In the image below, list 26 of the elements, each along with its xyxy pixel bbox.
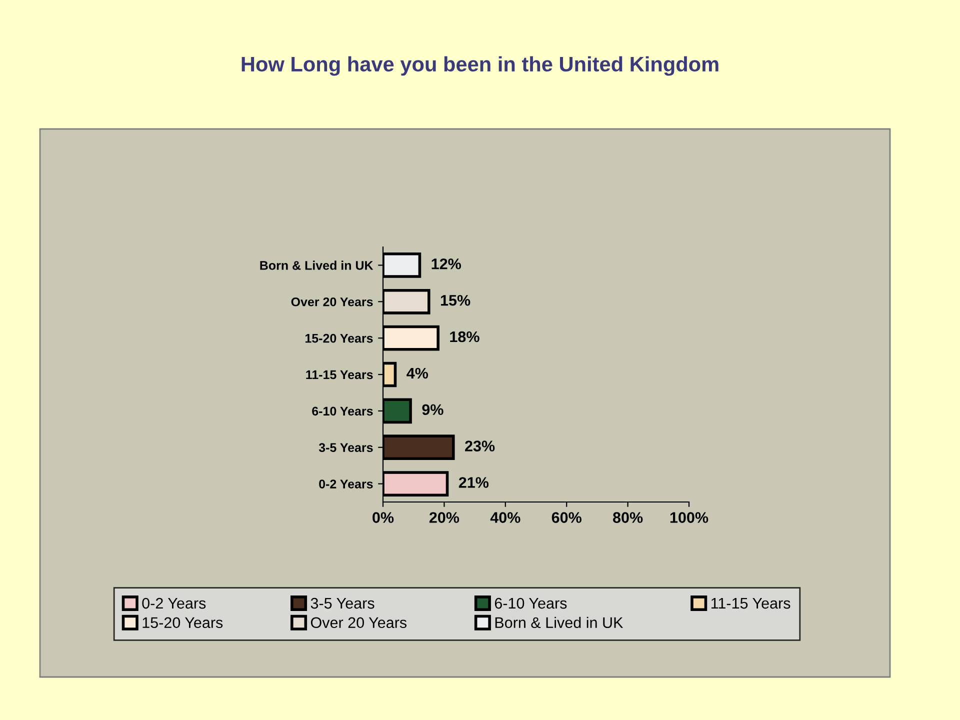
data-label: 4% (406, 368, 428, 379)
y-tick-label: Over 20 Years (291, 297, 373, 306)
data-label: 12% (432, 258, 462, 270)
y-tick-label: 0-2 Years (319, 480, 373, 488)
y-tick-label: 6-10 Years (312, 406, 373, 416)
x-tick-label: 60% (552, 512, 582, 523)
legend-label: 6-10 Years (494, 598, 567, 609)
data-label: 23% (465, 440, 495, 452)
legend-label: 11-15 Years (711, 598, 790, 609)
y-tick-label: 3-5 Years (318, 443, 373, 452)
legend-label: 15-20 Years (142, 617, 223, 628)
x-tick-label: 20% (429, 512, 460, 523)
data-label: 15% (440, 294, 470, 306)
y-tick-label: 15-20 Years (305, 334, 373, 343)
x-tick-label: 40% (490, 512, 520, 523)
y-tick-label: 11-15 Years (306, 370, 373, 380)
data-label: 21% (458, 477, 489, 488)
data-label: 9% (422, 404, 444, 416)
data-label: 18% (450, 331, 480, 342)
x-tick-label: 0% (372, 512, 394, 523)
x-tick-label: 80% (612, 512, 643, 523)
y-tick-label: Born & Lived in UK (260, 260, 374, 270)
legend-label: 0-2 Years (142, 598, 206, 609)
chart-title: How Long have you been in the United Kingdom (242, 56, 718, 76)
x-tick-label: 100% (670, 512, 708, 523)
legend-label: Born & Lived in UK (495, 616, 624, 628)
